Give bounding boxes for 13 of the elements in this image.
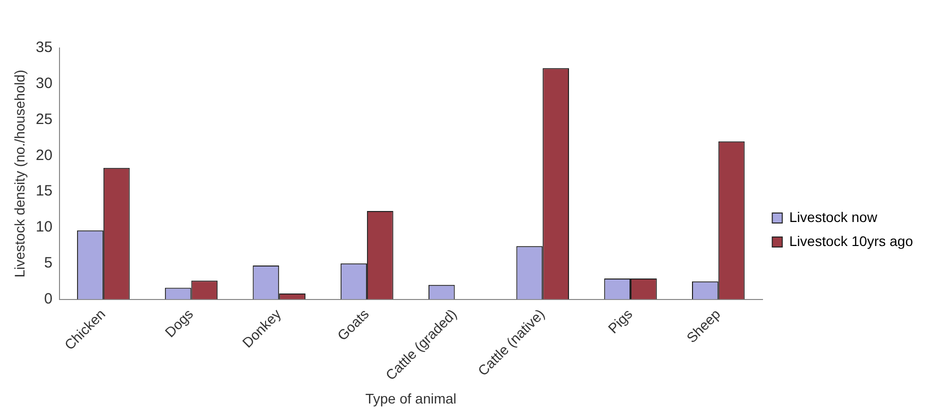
y-tick-label: 15 [36,182,52,200]
y-tick-label: 20 [36,146,52,164]
y-tick-label: 0 [44,290,52,308]
x-tick-label: Pigs [604,306,636,336]
y-tick-label: 10 [36,218,52,236]
y-tick-label: 5 [44,254,52,272]
x-axis-title: Type of animal [365,390,456,406]
legend-label: Livestock 10yrs ago [789,232,914,249]
legend-label: Livestock now [789,208,878,225]
y-tick-label: 35 [36,39,52,56]
y-axis-title: Livestock density (no./household) [11,70,28,278]
y-tick-label: 30 [36,75,52,92]
y-tick-label: 25 [36,110,52,128]
